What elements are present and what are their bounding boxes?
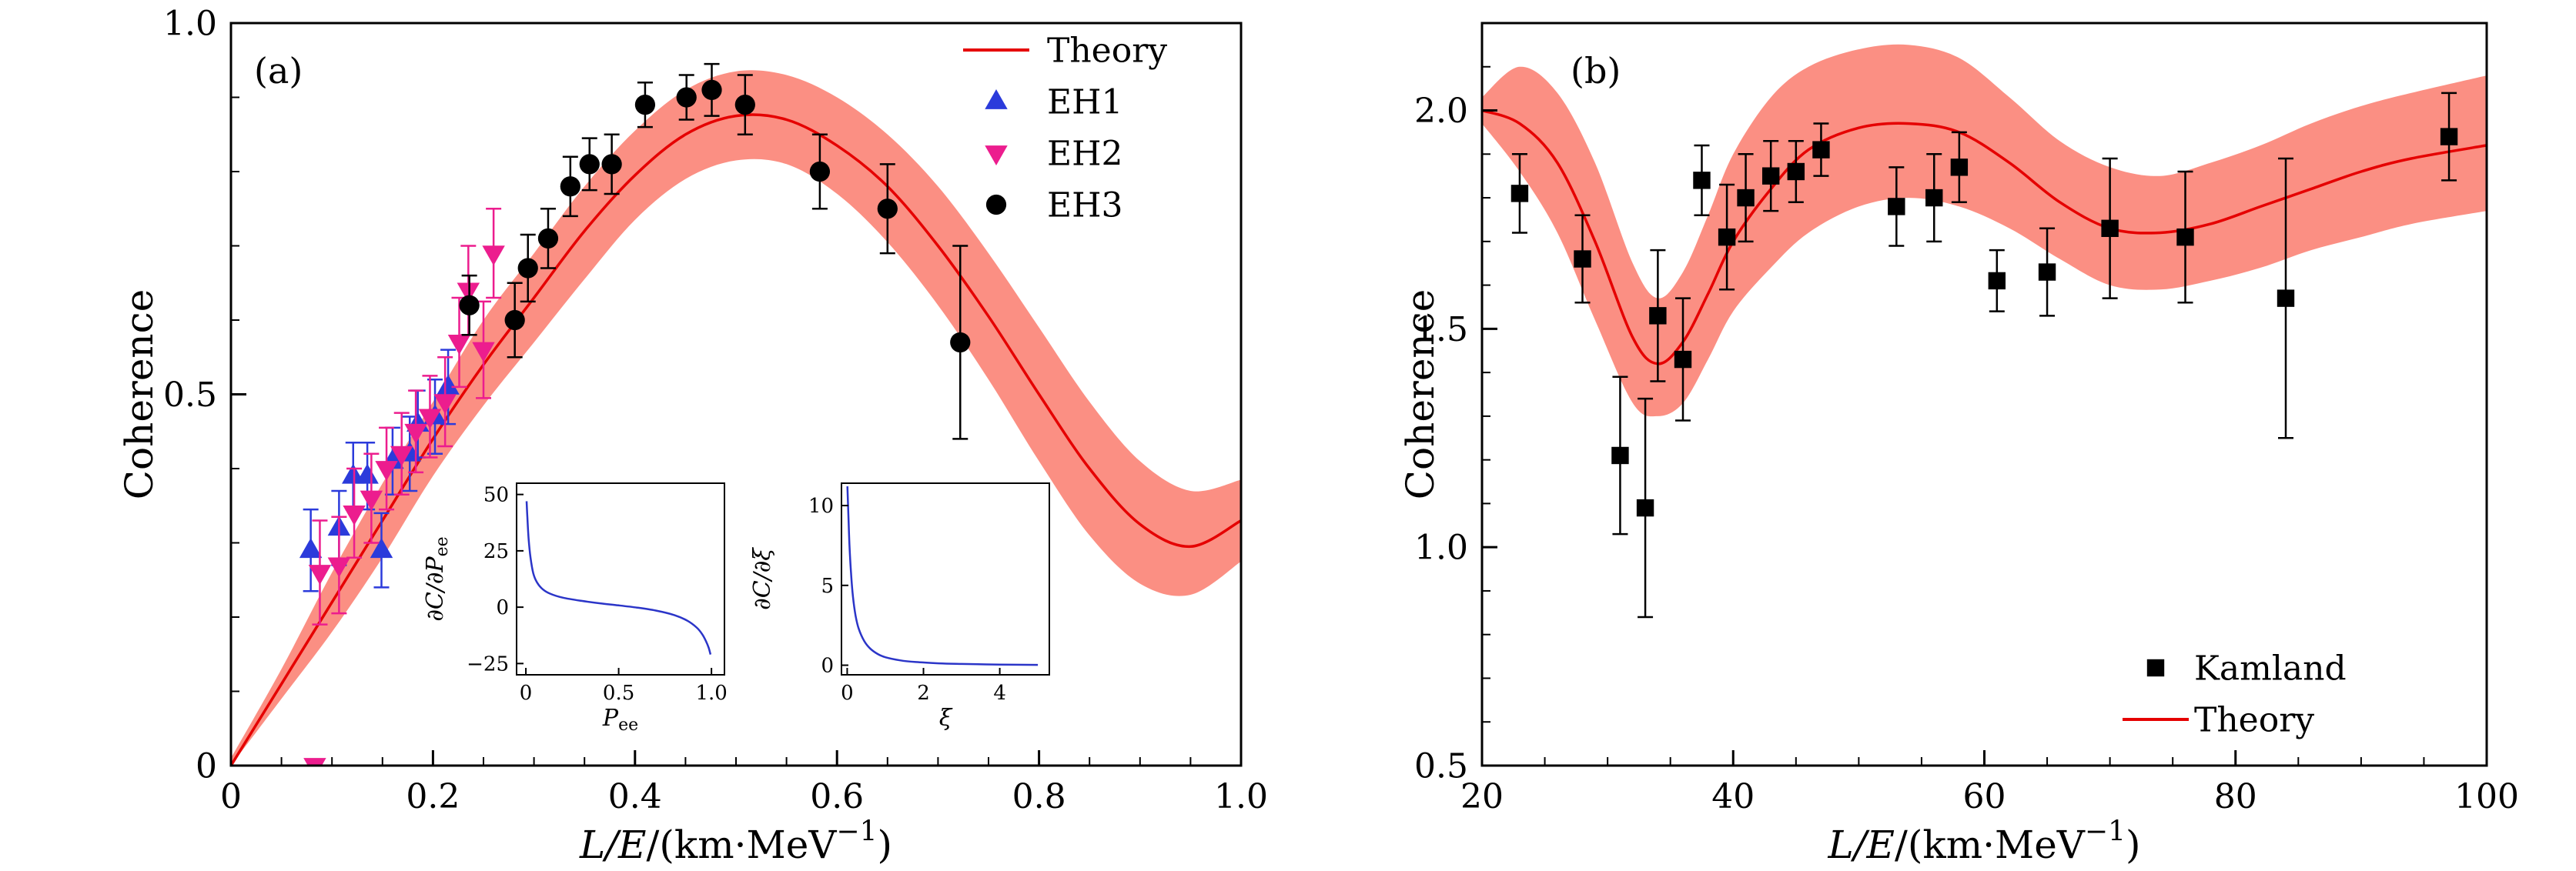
inset-line — [525, 501, 712, 655]
legend-label: Theory — [1047, 31, 1167, 70]
inset-line — [846, 486, 1039, 666]
panel-b-chart: 20 40 60 80 100 0.5 1.0 1.5 2.0 L/E/(km·MeV−1) Coh… — [1398, 22, 2519, 868]
y-tick-label: −25 — [467, 652, 509, 676]
chart-a: 0 0.2 0.4 0.6 0.8 1.0 0 0.5 1.0 L/E/(km·MeV−1) Coh… — [117, 4, 1268, 867]
chart-b: 20 40 60 80 100 0.5 1.0 1.5 2.0 L/E/(km·MeV−1) Coh… — [1398, 22, 2519, 868]
inset-background — [517, 483, 724, 675]
y-tick-label: 0.5 — [1414, 746, 1468, 786]
legend-label: Kamland — [2194, 649, 2347, 688]
x-tick-label: 1.0 — [1214, 777, 1268, 816]
theory-line — [231, 113, 1241, 766]
y-axis: 0 0.5 1.0 — [163, 4, 246, 786]
x-tick-label: 0.4 — [608, 777, 662, 816]
legend-label: EH3 — [1047, 185, 1122, 225]
x-tick-label: 80 — [2214, 777, 2257, 816]
y-axis-title: Coherence — [1398, 289, 1443, 499]
y-tick-label: 1.0 — [163, 4, 217, 43]
y-tick-label: 5 — [821, 575, 834, 598]
legend-item-Theory: Theory — [2123, 700, 2314, 739]
legend-item-EH2: EH2 — [985, 134, 1122, 173]
y-tick-label: 1.0 — [1414, 529, 1468, 568]
x-axis: 0 0.2 0.4 0.6 0.8 1.0 — [220, 750, 1268, 816]
y-axis: 0 5 10 — [808, 495, 848, 678]
y-axis: 0.5 1.0 1.5 2.0 — [1414, 22, 1497, 786]
x-axis-title: Pee — [602, 705, 638, 735]
y-tick-label: 10 — [808, 495, 834, 518]
legend-label: EH2 — [1047, 134, 1122, 173]
x-tick-label: 0.2 — [406, 777, 460, 816]
x-axis: 20 40 60 80 100 — [1460, 750, 2519, 816]
inset-dcdpee: 0 0.5 1.0 −25 0 25 50 Pee ∂C/∂Pee — [422, 482, 728, 735]
x-tick-label: 0.6 — [810, 777, 864, 816]
x-axis: 0 2 4 — [841, 668, 1006, 705]
series-Kamland — [1510, 92, 2458, 619]
x-tick-label: 2 — [917, 682, 930, 705]
x-tick-label: 0 — [220, 777, 242, 816]
x-tick-label: 0 — [841, 682, 854, 705]
y-axis-title: Coherence — [117, 289, 162, 499]
legend: Theory EH1 EH2 EH3 — [963, 31, 1167, 225]
x-tick-label: 60 — [1963, 777, 2006, 816]
legend-label: EH1 — [1047, 82, 1122, 122]
legend-label: Theory — [2194, 700, 2314, 739]
theory-line — [1482, 108, 2487, 365]
y-axis-title: ∂C/∂ξ — [749, 547, 776, 610]
legend-item-EH1: EH1 — [985, 82, 1122, 122]
inset-dcdxi: 0 2 4 0 5 10 ξ ∂C/∂ξ — [749, 482, 1050, 732]
series-EH3 — [459, 62, 971, 440]
legend: Kamland Theory — [2123, 649, 2347, 739]
panel-label: (b) — [1571, 50, 1621, 92]
legend-item-Theory: Theory — [963, 31, 1167, 70]
x-axis-title: ξ — [939, 705, 953, 732]
y-axis-title: ∂C/∂Pee — [422, 536, 452, 621]
x-tick-label: 4 — [993, 682, 1006, 705]
legend-item-EH3: EH3 — [985, 185, 1122, 225]
x-axis-title: L/E/(km·MeV−1) — [1827, 816, 2140, 868]
x-tick-label: 40 — [1711, 777, 1755, 816]
series-EH2 — [303, 208, 505, 766]
uncertainty-band — [1482, 44, 2487, 417]
x-axis: 0 0.5 1.0 — [520, 668, 728, 705]
x-tick-label: 20 — [1460, 777, 1504, 816]
y-tick-label: 0.5 — [163, 375, 217, 415]
y-tick-label: 2.0 — [1414, 92, 1468, 131]
legend-item-Kamland: Kamland — [2146, 649, 2347, 688]
y-tick-label: 1.5 — [1414, 310, 1468, 349]
y-tick-label: 0 — [496, 596, 509, 619]
y-tick-label: 0 — [821, 655, 834, 678]
y-tick-label: 25 — [483, 540, 509, 563]
x-tick-label: 0 — [520, 682, 533, 705]
y-axis: −25 0 25 50 — [467, 484, 524, 676]
x-axis-title: L/E/(km·MeV−1) — [579, 816, 892, 868]
axes-frame — [841, 482, 1050, 676]
x-tick-label: 1.0 — [695, 682, 727, 705]
y-tick-label: 0 — [196, 746, 217, 786]
inset-background — [841, 483, 1049, 675]
uncertainty-band — [231, 70, 1241, 766]
panel-a-chart: 0 0.2 0.4 0.6 0.8 1.0 0 0.5 1.0 L/E/(km·MeV−1) Coh… — [117, 4, 1268, 867]
x-tick-label: 100 — [2454, 777, 2519, 816]
x-tick-label: 0.8 — [1012, 777, 1066, 816]
y-tick-label: 50 — [483, 484, 509, 507]
axes-frame — [516, 482, 725, 676]
panel-label: (a) — [254, 50, 303, 92]
x-tick-label: 0.5 — [603, 682, 634, 705]
